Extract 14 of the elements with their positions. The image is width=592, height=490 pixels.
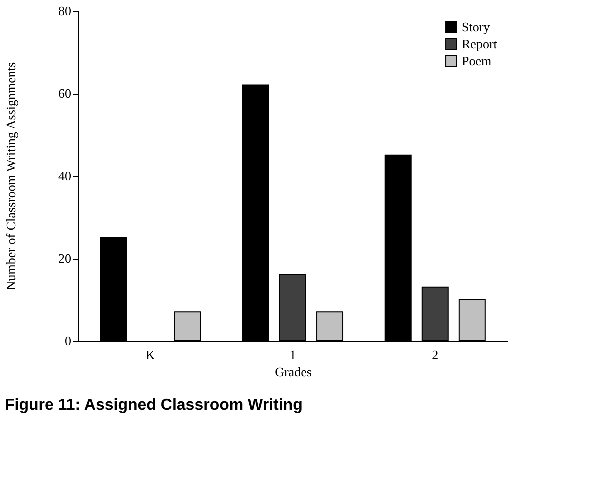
text: Figure 11: Assigned Classroom Writing: [5, 397, 303, 414]
y-tick-label: 60: [58, 86, 72, 101]
legend-label: Story: [462, 20, 491, 34]
x-axis-title: Grades: [275, 364, 312, 380]
x-tick-label: K: [146, 348, 156, 362]
legend-label: Poem: [462, 54, 492, 68]
x-tick-label: 1: [290, 348, 296, 362]
y-tick-label: 0: [65, 334, 72, 348]
x-tick-label: 2: [432, 348, 439, 362]
y-axis-title: Number of Classroom Writing Assignments: [4, 62, 18, 291]
y-tick-label: 80: [58, 4, 72, 18]
y-tick-label: 40: [58, 168, 72, 184]
y-tick-label: 20: [58, 251, 72, 266]
legend-label: Report: [462, 36, 498, 52]
